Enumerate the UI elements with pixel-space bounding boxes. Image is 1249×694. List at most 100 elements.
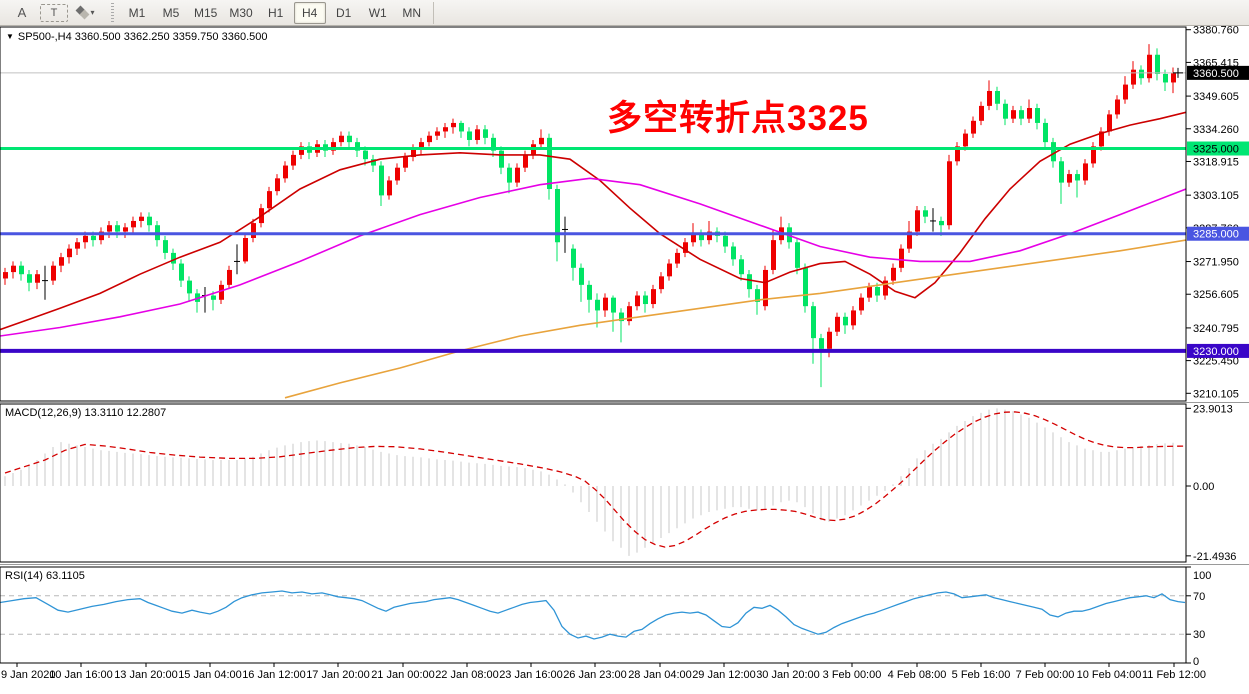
candle-body (683, 242, 688, 253)
candle-body (595, 299, 600, 311)
rsi-line (0, 590, 1186, 640)
time-tick-label: 11 Feb 12:00 (1142, 669, 1206, 681)
price-badge-label: 3230.000 (1193, 346, 1239, 358)
macd-tick-label: 23.9013 (1193, 403, 1233, 415)
chart-annotation-text[interactable]: 多空转折点3325 (607, 99, 869, 138)
time-tick-label: 10 Feb 04:00 (1077, 669, 1142, 681)
candle-body (1171, 72, 1176, 83)
time-tick-label: 5 Feb 16:00 (952, 669, 1011, 681)
candle-body (187, 280, 192, 294)
price-tick-label: 3334.260 (1193, 124, 1239, 136)
price-tick-label: 3210.105 (1193, 388, 1239, 400)
time-tick-label: 13 Jan 20:00 (114, 669, 178, 681)
candle-body (491, 137, 496, 151)
candle-body (27, 274, 32, 283)
timeframe-button-H4[interactable]: H4 (293, 1, 326, 24)
candle-body (1107, 114, 1112, 132)
candle-body (1019, 110, 1024, 119)
timeframe-button-M5[interactable]: M5 (162, 5, 180, 20)
candle-body (1163, 73, 1168, 83)
candle-body (1027, 108, 1032, 119)
timeframe-button-H1[interactable]: H1 (268, 5, 284, 20)
candle-body (3, 272, 8, 279)
candle-body (1035, 108, 1040, 123)
price-tick-label: 3303.105 (1193, 190, 1239, 202)
candle-body (419, 142, 424, 149)
candle-body (803, 267, 808, 307)
timeframe-button-W1[interactable]: W1 (368, 5, 387, 20)
candle-body (835, 316, 840, 332)
candle-body (91, 235, 96, 241)
candle-body (483, 129, 488, 138)
candle-body (435, 131, 440, 136)
candle-body (883, 280, 888, 296)
candle-body (107, 225, 112, 232)
candle-body (1075, 174, 1080, 181)
timeframe-button-M1[interactable]: M1 (128, 5, 146, 20)
price-badge (1187, 226, 1249, 241)
rsi-tick-label: 100 (1193, 570, 1211, 582)
timeframe-button-MN[interactable]: MN (402, 5, 422, 20)
candle-body (275, 178, 280, 192)
toolbar: A T ▾ M1 M5 M15 M30 H1 H4 D1 W1 MN (0, 0, 1249, 26)
ma-slow-orange (284, 239, 1186, 399)
candle-body (771, 240, 776, 270)
rsi-tick-label: 70 (1193, 591, 1205, 603)
candle-body (987, 90, 992, 106)
price-tick-label: 3240.795 (1193, 323, 1239, 335)
time-tick-label: 17 Jan 20:00 (306, 669, 370, 681)
time-tick-label: 26 Jan 23:00 (563, 669, 627, 681)
candle-body (587, 284, 592, 300)
text-label-tool-button[interactable]: T (40, 3, 68, 22)
candle-body (459, 122, 464, 132)
candle-body (467, 131, 472, 140)
candle-body (371, 159, 376, 166)
candle-body (451, 122, 456, 128)
annotate-a-button[interactable]: A (17, 5, 27, 20)
candle-body (939, 220, 944, 226)
candle-body (35, 274, 40, 283)
candle-body (747, 274, 752, 290)
candle-body (763, 269, 768, 307)
candle-body (627, 306, 632, 322)
candle-body (363, 150, 368, 160)
price-badge (1187, 141, 1249, 156)
arrows-tool-button[interactable]: ▾ (70, 2, 102, 24)
price-tick-label: 3256.605 (1193, 289, 1239, 301)
candle-body (1155, 54, 1160, 74)
candle-body (947, 161, 952, 226)
chart-dropdown-icon[interactable]: ▼ (6, 32, 14, 41)
candle-body (795, 242, 800, 268)
timeframe-button-M15[interactable]: M15 (194, 5, 218, 20)
candle-body (443, 127, 448, 132)
candle-body (691, 233, 696, 243)
candle-body (635, 295, 640, 307)
timeframe-group: M1 M5 M15 M30 H1 H4 D1 W1 MN (120, 1, 429, 24)
candle-body (571, 248, 576, 268)
candle-body (891, 267, 896, 281)
candle-body (283, 165, 288, 179)
candle-body (1003, 103, 1008, 119)
candle-body (163, 240, 168, 253)
toolbar-grip[interactable] (111, 2, 114, 23)
candle-body (619, 312, 624, 322)
chart-background (0, 26, 1249, 694)
candle-body (427, 135, 432, 143)
candle-body (907, 231, 912, 249)
candle-body (267, 191, 272, 209)
candle-body (1043, 122, 1048, 143)
chevron-down-icon: ▾ (90, 8, 95, 17)
timeframe-button-M30[interactable]: M30 (229, 5, 253, 20)
price-badge-label: 3285.000 (1193, 229, 1239, 241)
timeframe-button-D1[interactable]: D1 (336, 5, 352, 20)
candle-body (699, 233, 704, 241)
candle-body (19, 265, 24, 275)
time-tick-label: 21 Jan 00:00 (371, 669, 435, 681)
toolbar-separator (432, 1, 434, 24)
price-panel (3, 44, 1176, 388)
candle-body (411, 148, 416, 158)
candle-body (1059, 161, 1064, 183)
candle-body (227, 269, 232, 285)
